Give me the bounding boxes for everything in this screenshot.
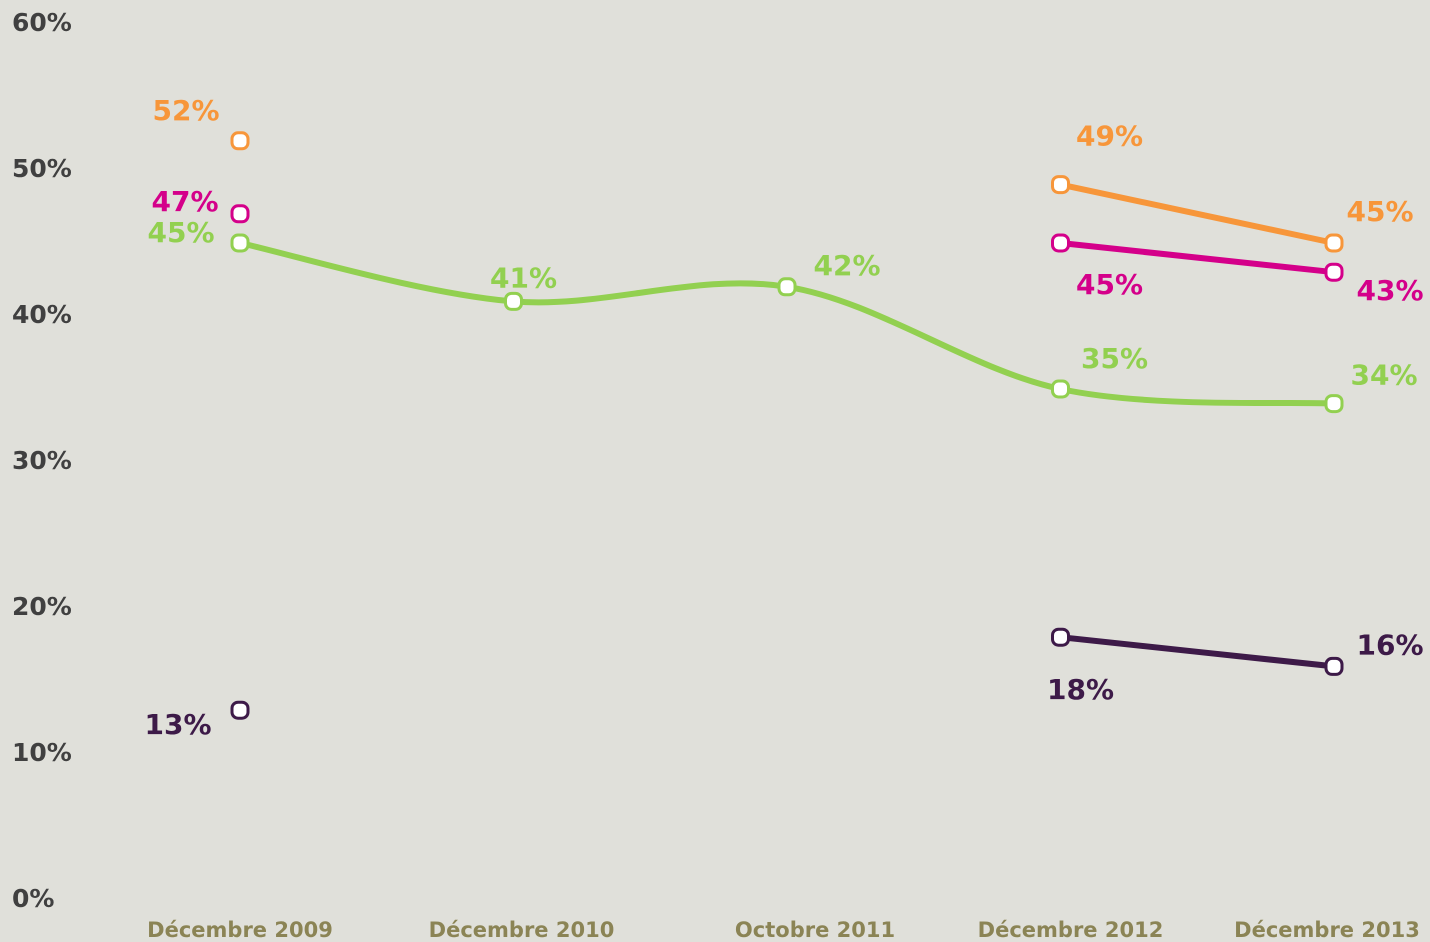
x-tick-label: Décembre 2010: [429, 918, 615, 942]
y-tick-label: 20%: [12, 592, 72, 621]
x-tick-label: Décembre 2009: [147, 918, 333, 942]
y-tick-label: 0%: [12, 884, 54, 913]
marker: [504, 291, 523, 311]
value-label: 52%: [152, 94, 219, 127]
value-label: 45%: [1076, 268, 1143, 301]
y-tick-label: 30%: [12, 446, 72, 475]
value-label: 16%: [1356, 628, 1423, 661]
series-line: [1057, 634, 1337, 670]
marker: [230, 700, 250, 720]
marker: [1324, 262, 1344, 282]
y-tick-label: 40%: [12, 300, 72, 329]
value-label: 45%: [1346, 195, 1413, 228]
x-tick-label: Décembre 2013: [1234, 918, 1420, 942]
marker: [1051, 233, 1070, 253]
marker: [230, 131, 250, 151]
value-label: 49%: [1076, 120, 1143, 153]
value-label: 34%: [1350, 359, 1417, 392]
series-line: [237, 240, 1337, 407]
marker: [230, 233, 250, 253]
series-line: [1057, 181, 1337, 246]
value-label: 45%: [147, 216, 214, 249]
x-tick-label: Décembre 2012: [978, 918, 1164, 942]
y-tick-label: 60%: [12, 8, 72, 37]
value-label: 42%: [813, 249, 880, 282]
marker: [1324, 394, 1344, 414]
marker: [1324, 656, 1344, 676]
value-label: 41%: [490, 261, 557, 294]
value-label: 13%: [144, 708, 211, 741]
x-tick-label: Octobre 2011: [735, 918, 895, 942]
marker: [777, 277, 797, 297]
marker: [1051, 627, 1070, 647]
series-line: [1057, 240, 1337, 276]
value-label: 43%: [1356, 274, 1423, 307]
marker: [1051, 175, 1070, 195]
marker: [1051, 379, 1070, 399]
value-label: 35%: [1081, 342, 1148, 375]
marker: [230, 204, 250, 224]
value-label: 18%: [1047, 673, 1114, 706]
marker: [1324, 233, 1344, 253]
y-tick-label: 50%: [12, 154, 72, 183]
value-label: 47%: [151, 185, 218, 218]
y-tick-label: 10%: [12, 738, 72, 767]
